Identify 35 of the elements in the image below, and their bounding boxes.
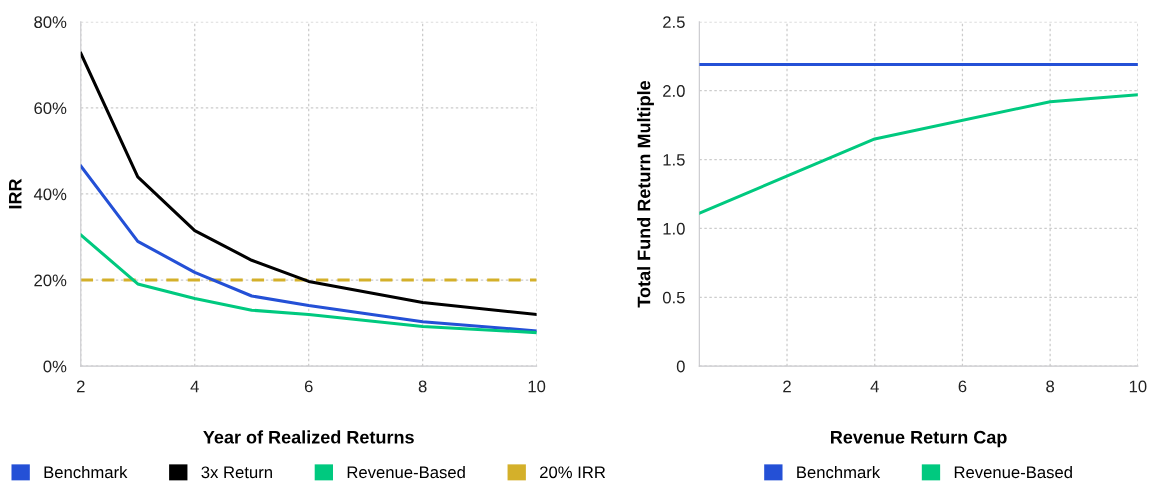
legend-label: 20% IRR: [540, 466, 606, 479]
x-tick-label: 2: [76, 380, 85, 393]
y-tick-label: 0: [676, 360, 685, 373]
y-tick-label: 1.5: [663, 154, 685, 166]
y-tick-label: 2.0: [663, 85, 685, 97]
x-tick-label: 8: [418, 380, 427, 393]
line-series: [80, 51, 537, 317]
y-tick-label: 0.5: [662, 291, 685, 304]
y-tick-label: 1.0: [663, 222, 685, 235]
legend-label: Benchmark: [797, 465, 881, 479]
y-tick-label: 60%: [34, 102, 67, 115]
x-tick-label: 10: [1129, 380, 1147, 393]
line-series: [699, 93, 1138, 215]
x-tick-label: 8: [1046, 380, 1055, 393]
y-tick-label: 40%: [33, 188, 67, 201]
y-tick-label: 0%: [43, 360, 67, 373]
y-axis-title: Total Fund Return Multiple: [637, 80, 654, 308]
legend-label: Revenue-Based: [347, 465, 465, 479]
legend-label: 3x Return: [201, 466, 272, 479]
line-series: [80, 164, 537, 333]
y-tick-label: 2.5: [663, 16, 685, 29]
y-tick-label: 80%: [34, 16, 67, 29]
x-tick-label: 6: [304, 380, 313, 393]
legend-label: Revenue-Based: [954, 465, 1072, 479]
line-series: [80, 233, 537, 335]
x-tick-label: 10: [528, 380, 546, 393]
y-tick-label: 20%: [34, 274, 67, 287]
x-tick-label: 4: [870, 380, 879, 393]
x-tick-label: 2: [783, 380, 791, 393]
x-tick-label: 6: [958, 380, 967, 393]
y-axis-title: IRR: [9, 178, 22, 209]
legend-label: Benchmark: [44, 465, 128, 479]
x-tick-label: 4: [190, 380, 199, 393]
x-axis-title: Year of Realized Returns: [203, 430, 414, 444]
x-axis-title: Revenue Return Cap: [831, 430, 1007, 448]
